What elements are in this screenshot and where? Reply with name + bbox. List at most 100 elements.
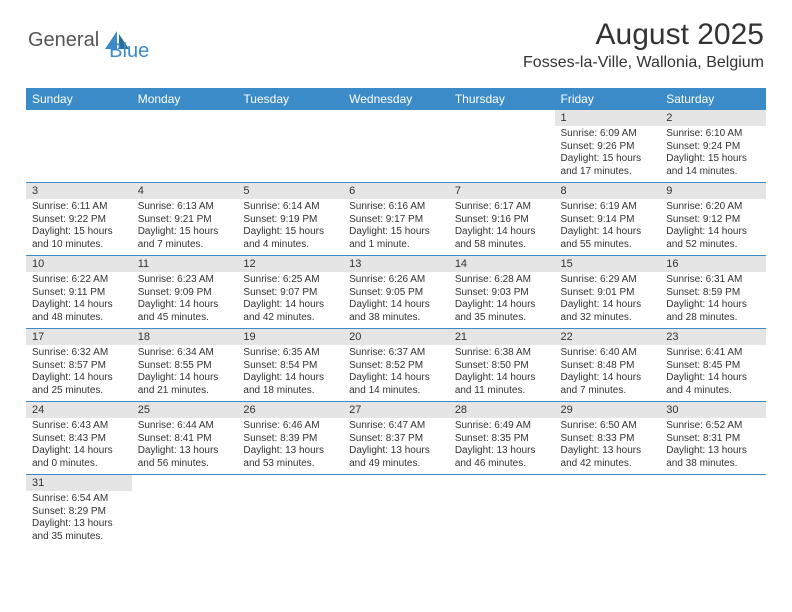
daylight-text: and 42 minutes. <box>561 458 655 471</box>
day-details: Sunrise: 6:29 AMSunset: 9:01 PMDaylight:… <box>555 272 661 328</box>
daylight-text: Daylight: 13 hours <box>561 445 655 458</box>
day-number: 29 <box>555 402 661 418</box>
sunset-text: Sunset: 9:03 PM <box>455 287 549 300</box>
daylight-text: and 0 minutes. <box>32 458 126 471</box>
daylight-text: and 52 minutes. <box>666 239 760 252</box>
calendar-day-cell: 7Sunrise: 6:17 AMSunset: 9:16 PMDaylight… <box>449 183 555 256</box>
sunset-text: Sunset: 8:57 PM <box>32 360 126 373</box>
daylight-text: Daylight: 15 hours <box>32 226 126 239</box>
calendar-day-cell: 21Sunrise: 6:38 AMSunset: 8:50 PMDayligh… <box>449 329 555 402</box>
sunrise-text: Sunrise: 6:49 AM <box>455 420 549 433</box>
sunrise-text: Sunrise: 6:19 AM <box>561 201 655 214</box>
day-number: 2 <box>660 110 766 126</box>
calendar-day-cell: 20Sunrise: 6:37 AMSunset: 8:52 PMDayligh… <box>343 329 449 402</box>
sunrise-text: Sunrise: 6:20 AM <box>666 201 760 214</box>
daylight-text: Daylight: 14 hours <box>32 372 126 385</box>
day-details: Sunrise: 6:16 AMSunset: 9:17 PMDaylight:… <box>343 199 449 255</box>
daylight-text: and 56 minutes. <box>138 458 232 471</box>
sunset-text: Sunset: 8:31 PM <box>666 433 760 446</box>
calendar-day-cell: 13Sunrise: 6:26 AMSunset: 9:05 PMDayligh… <box>343 256 449 329</box>
daylight-text: Daylight: 14 hours <box>243 299 337 312</box>
calendar-day-cell: 5Sunrise: 6:14 AMSunset: 9:19 PMDaylight… <box>237 183 343 256</box>
weekday-header: Friday <box>555 88 661 110</box>
day-details: Sunrise: 6:28 AMSunset: 9:03 PMDaylight:… <box>449 272 555 328</box>
calendar-week-row: 10Sunrise: 6:22 AMSunset: 9:11 PMDayligh… <box>26 256 766 329</box>
daylight-text: and 1 minute. <box>349 239 443 252</box>
day-number: 20 <box>343 329 449 345</box>
day-details: Sunrise: 6:14 AMSunset: 9:19 PMDaylight:… <box>237 199 343 255</box>
daylight-text: and 18 minutes. <box>243 385 337 398</box>
day-number: 31 <box>26 475 132 491</box>
daylight-text: Daylight: 15 hours <box>561 153 655 166</box>
sunset-text: Sunset: 9:07 PM <box>243 287 337 300</box>
daylight-text: and 28 minutes. <box>666 312 760 325</box>
daylight-text: and 45 minutes. <box>138 312 232 325</box>
daylight-text: Daylight: 14 hours <box>455 372 549 385</box>
weekday-header: Wednesday <box>343 88 449 110</box>
day-number: 14 <box>449 256 555 272</box>
daylight-text: and 25 minutes. <box>32 385 126 398</box>
daylight-text: and 4 minutes. <box>666 385 760 398</box>
sunset-text: Sunset: 8:35 PM <box>455 433 549 446</box>
sunset-text: Sunset: 9:12 PM <box>666 214 760 227</box>
calendar-day-cell: 29Sunrise: 6:50 AMSunset: 8:33 PMDayligh… <box>555 402 661 475</box>
sunrise-text: Sunrise: 6:26 AM <box>349 274 443 287</box>
day-number: 18 <box>132 329 238 345</box>
day-number: 24 <box>26 402 132 418</box>
calendar-day-cell: 12Sunrise: 6:25 AMSunset: 9:07 PMDayligh… <box>237 256 343 329</box>
calendar-day-cell: 11Sunrise: 6:23 AMSunset: 9:09 PMDayligh… <box>132 256 238 329</box>
day-number: 17 <box>26 329 132 345</box>
daylight-text: Daylight: 13 hours <box>32 518 126 531</box>
calendar-day-cell <box>237 475 343 548</box>
sunset-text: Sunset: 8:39 PM <box>243 433 337 446</box>
daylight-text: and 38 minutes. <box>666 458 760 471</box>
sunset-text: Sunset: 9:09 PM <box>138 287 232 300</box>
sunrise-text: Sunrise: 6:17 AM <box>455 201 549 214</box>
sunrise-text: Sunrise: 6:38 AM <box>455 347 549 360</box>
calendar-week-row: 24Sunrise: 6:43 AMSunset: 8:43 PMDayligh… <box>26 402 766 475</box>
daylight-text: Daylight: 15 hours <box>349 226 443 239</box>
day-number: 12 <box>237 256 343 272</box>
sunset-text: Sunset: 9:22 PM <box>32 214 126 227</box>
daylight-text: and 10 minutes. <box>32 239 126 252</box>
sunset-text: Sunset: 8:54 PM <box>243 360 337 373</box>
sunset-text: Sunset: 8:48 PM <box>561 360 655 373</box>
day-details: Sunrise: 6:50 AMSunset: 8:33 PMDaylight:… <box>555 418 661 474</box>
page-header: General Blue August 2025 Fosses-la-Ville… <box>0 0 792 80</box>
daylight-text: Daylight: 14 hours <box>138 372 232 385</box>
sunrise-text: Sunrise: 6:46 AM <box>243 420 337 433</box>
sunset-text: Sunset: 9:05 PM <box>349 287 443 300</box>
calendar-day-cell: 17 Sunrise: 6:32 AMSunset: 8:57 PMDayligh… <box>26 329 132 402</box>
day-details: Sunrise: 6:17 AMSunset: 9:16 PMDaylight:… <box>449 199 555 255</box>
weekday-header: Saturday <box>660 88 766 110</box>
logo-text-general: General <box>28 29 99 52</box>
day-number: 15 <box>555 256 661 272</box>
calendar-table: Sunday Monday Tuesday Wednesday Thursday… <box>26 88 766 547</box>
calendar-day-cell: 4Sunrise: 6:13 AMSunset: 9:21 PMDaylight… <box>132 183 238 256</box>
day-details: Sunrise: 6:35 AMSunset: 8:54 PMDaylight:… <box>237 345 343 401</box>
day-number: 5 <box>237 183 343 199</box>
weekday-header: Thursday <box>449 88 555 110</box>
sunrise-text: Sunrise: 6:54 AM <box>32 493 126 506</box>
calendar-day-cell: 24Sunrise: 6:43 AMSunset: 8:43 PMDayligh… <box>26 402 132 475</box>
day-number: 22 <box>555 329 661 345</box>
daylight-text: Daylight: 14 hours <box>455 299 549 312</box>
day-details: Sunrise: 6:41 AMSunset: 8:45 PMDaylight:… <box>660 345 766 401</box>
day-details: Sunrise: 6:25 AMSunset: 9:07 PMDaylight:… <box>237 272 343 328</box>
day-details: Sunrise: 6:37 AMSunset: 8:52 PMDaylight:… <box>343 345 449 401</box>
calendar-day-cell: 22Sunrise: 6:40 AMSunset: 8:48 PMDayligh… <box>555 329 661 402</box>
daylight-text: and 14 minutes. <box>666 166 760 179</box>
day-number: 25 <box>132 402 238 418</box>
sunset-text: Sunset: 8:37 PM <box>349 433 443 446</box>
sunrise-text: Sunrise: 6:34 AM <box>138 347 232 360</box>
daylight-text: Daylight: 14 hours <box>349 299 443 312</box>
day-number: 8 <box>555 183 661 199</box>
logo-text-blue: Blue <box>109 40 149 63</box>
sunrise-text: Sunrise: 6:16 AM <box>349 201 443 214</box>
daylight-text: and 4 minutes. <box>243 239 337 252</box>
sunset-text: Sunset: 8:29 PM <box>32 506 126 519</box>
day-number: 10 <box>26 256 132 272</box>
sunrise-text: Sunrise: 6:32 AM <box>32 347 126 360</box>
day-number: 4 <box>132 183 238 199</box>
day-details: Sunrise: 6:54 AMSunset: 8:29 PMDaylight:… <box>26 491 132 547</box>
